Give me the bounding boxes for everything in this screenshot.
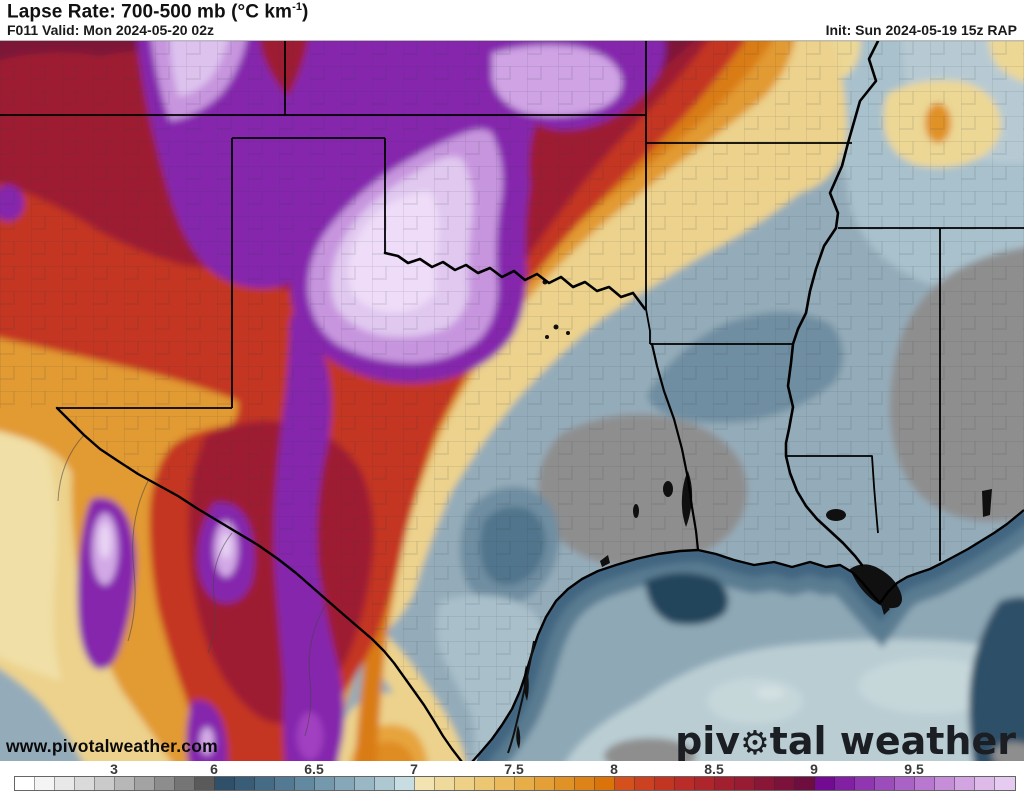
colorbar-cell — [735, 777, 755, 790]
colorbar-cell — [335, 777, 355, 790]
colorbar-cell — [75, 777, 95, 790]
colorbar-cell — [995, 777, 1015, 790]
colorbar-cell — [515, 777, 535, 790]
page-title: Lapse Rate: 700-500 mb (°C km-1) — [7, 1, 309, 23]
colorbar-cell — [215, 777, 235, 790]
colorbar-cell — [55, 777, 75, 790]
colorbar-cell — [975, 777, 995, 790]
colorbar-tick-label: 3 — [110, 761, 118, 777]
colorbar-cells — [14, 776, 1016, 791]
colorbar-cell — [895, 777, 915, 790]
init-time-label: Init: Sun 2024-05-19 15z RAP — [825, 22, 1017, 38]
colorbar-tick-label: 6 — [210, 761, 218, 777]
colorbar-cell — [955, 777, 975, 790]
colorbar-tick-label: 8 — [610, 761, 618, 777]
colorbar-cell — [855, 777, 875, 790]
colorbar-cell — [95, 777, 115, 790]
colorbar-cell — [395, 777, 415, 790]
colorbar-cell — [295, 777, 315, 790]
colorbar-labels: 3 6 6.5 7 7.5 8 8.5 9 9.5 — [0, 761, 1024, 777]
colorbar-cell — [615, 777, 635, 790]
colorbar-cell — [435, 777, 455, 790]
colorbar-cell — [675, 777, 695, 790]
colorbar-cell — [455, 777, 475, 790]
colorbar-cell — [715, 777, 735, 790]
colorbar-cell — [355, 777, 375, 790]
colorbar-cell — [635, 777, 655, 790]
colorbar-cell — [135, 777, 155, 790]
rivers — [55, 41, 880, 762]
watermark: www.pivotalweather.com — [6, 736, 218, 756]
colorbar-cell — [175, 777, 195, 790]
colorbar-cell — [155, 777, 175, 790]
colorbar-cell — [655, 777, 675, 790]
map-canvas — [0, 41, 1024, 762]
colorbar-cell — [795, 777, 815, 790]
colorbar-cell — [595, 777, 615, 790]
colorbar-cell — [535, 777, 555, 790]
colorbar-cell — [575, 777, 595, 790]
mexico-state-lines — [57, 434, 329, 737]
colorbar-cell — [835, 777, 855, 790]
valid-time-label: F011 Valid: Mon 2024-05-20 02z — [7, 22, 214, 38]
colorbar-cell — [15, 777, 35, 790]
gear-icon: ⚙ — [740, 723, 770, 762]
colorbar-cell — [195, 777, 215, 790]
colorbar-cell — [695, 777, 715, 790]
title-bar: Lapse Rate: 700-500 mb (°C km-1) F011 Va… — [0, 0, 1024, 40]
colorbar-cell — [755, 777, 775, 790]
colorbar-cell — [275, 777, 295, 790]
barrier-island — [507, 640, 535, 754]
colorbar-cell — [415, 777, 435, 790]
colorbar-cell — [475, 777, 495, 790]
colorbar-cell — [875, 777, 895, 790]
colorbar-cell — [815, 777, 835, 790]
colorbar-cell — [35, 777, 55, 790]
colorbar: 3 6 6.5 7 7.5 8 8.5 9 9.5 — [0, 761, 1024, 791]
colorbar-tick-label: 8.5 — [704, 761, 724, 777]
state-borders — [0, 41, 1024, 561]
colorbar-cell — [915, 777, 935, 790]
colorbar-cell — [555, 777, 575, 790]
colorbar-cell — [935, 777, 955, 790]
colorbar-cell — [315, 777, 335, 790]
colorbar-tick-label: 7.5 — [504, 761, 524, 777]
colorbar-cell — [235, 777, 255, 790]
colorbar-cell — [375, 777, 395, 790]
colorbar-tick-label: 9 — [810, 761, 818, 777]
colorbar-tick-label: 9.5 — [904, 761, 924, 777]
lapse-rate-map: www.pivotalweather.com piv⚙tal weather — [0, 40, 1024, 762]
colorbar-tick-label: 7 — [410, 761, 418, 777]
colorbar-cell — [495, 777, 515, 790]
colorbar-cell — [775, 777, 795, 790]
colorbar-cell — [255, 777, 275, 790]
colorbar-tick-label: 6.5 — [304, 761, 324, 777]
pivotal-weather-logo: piv⚙tal weather — [675, 719, 1016, 762]
colorbar-cell — [115, 777, 135, 790]
